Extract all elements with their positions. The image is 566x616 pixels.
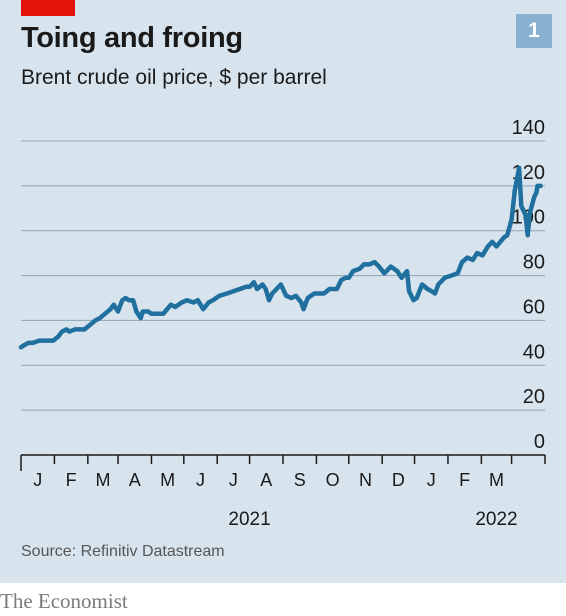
x-year-label-2022: 2022 xyxy=(475,509,517,530)
x-month-label-13: F xyxy=(459,470,470,490)
chart-title: Toing and froing xyxy=(21,22,243,54)
y-tick-label-60: 60 xyxy=(523,296,545,318)
chart-number-badge: 1 xyxy=(516,14,552,48)
publisher-logo: The Economist xyxy=(0,589,128,613)
x-month-label-2: M xyxy=(95,470,110,490)
y-tick-label-40: 40 xyxy=(523,341,545,363)
x-month-label-9: O xyxy=(326,470,340,490)
x-month-label-3: A xyxy=(129,470,141,490)
x-month-label-5: J xyxy=(196,470,205,490)
x-month-label-8: S xyxy=(294,470,306,490)
x-month-label-7: A xyxy=(260,470,272,490)
x-month-label-10: N xyxy=(359,470,372,490)
y-tick-label-80: 80 xyxy=(523,252,545,274)
y-tick-label-0: 0 xyxy=(534,431,545,453)
y-tick-label-140: 140 xyxy=(512,117,545,139)
x-month-label-4: M xyxy=(160,470,175,490)
x-month-label-6: J xyxy=(229,470,238,490)
source-note: Source: Refinitiv Datastream xyxy=(21,543,225,560)
x-month-label-11: D xyxy=(392,470,405,490)
x-month-label-1: F xyxy=(66,470,77,490)
x-month-label-0: J xyxy=(33,470,42,490)
x-month-label-12: J xyxy=(427,470,436,490)
y-tick-label-20: 20 xyxy=(523,386,545,408)
x-month-label-14: M xyxy=(489,470,504,490)
series-line-0 xyxy=(18,165,543,350)
x-year-label-2021: 2021 xyxy=(228,509,270,530)
brand-red-tab xyxy=(21,0,75,16)
chart-subtitle: Brent crude oil price, $ per barrel xyxy=(21,66,327,89)
